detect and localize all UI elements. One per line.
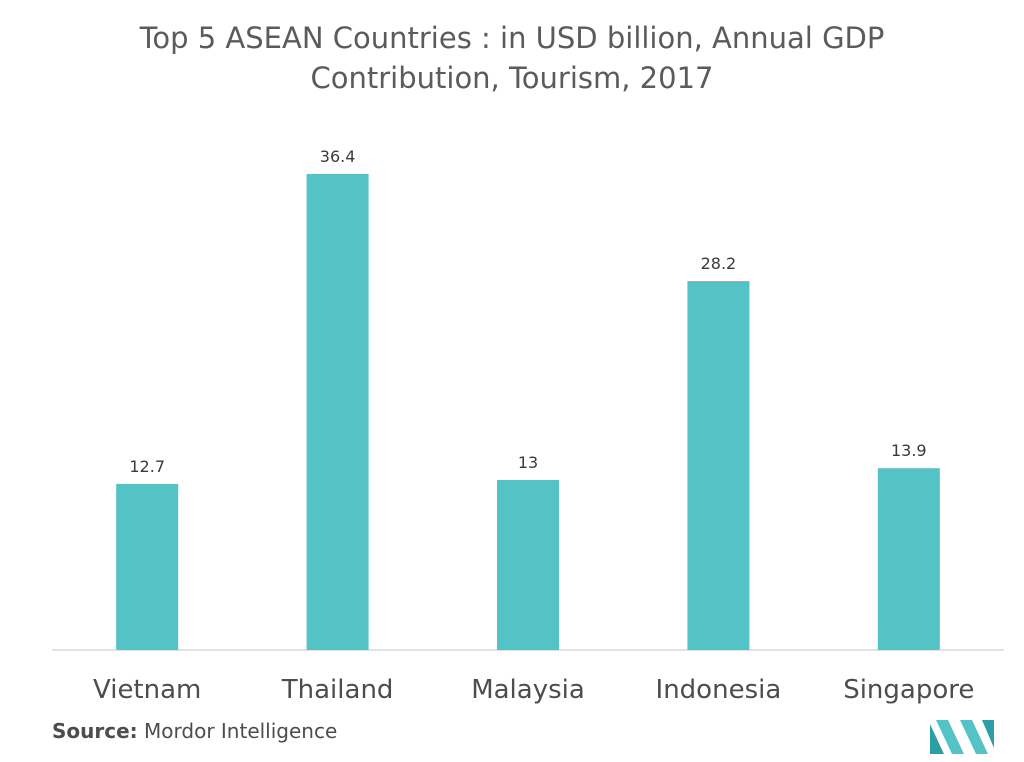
value-label-thailand: 36.4 (320, 147, 356, 166)
category-label-vietnam: Vietnam (93, 675, 201, 705)
source-line: Source: Mordor Intelligence (52, 719, 337, 743)
bar-malaysia (497, 480, 559, 650)
value-labels-group: 12.7 36.4 13 28.2 13.9 (129, 147, 926, 476)
bars-group (116, 173, 940, 650)
value-label-singapore: 13.9 (891, 441, 927, 460)
source-text: Mordor Intelligence (144, 719, 338, 743)
bar-vietnam (116, 483, 179, 650)
category-label-indonesia: Indonesia (656, 675, 782, 705)
category-label-malaysia: Malaysia (471, 675, 585, 705)
brand-logo-icon (930, 720, 994, 754)
category-labels-group: Vietnam Thailand Malaysia Indonesia Singapor… (93, 675, 974, 705)
value-label-indonesia: 28.2 (701, 254, 737, 273)
bar-thailand (306, 173, 369, 650)
chart-title: Top 5 ASEAN Countries : in USD billion, … (139, 21, 885, 95)
bar-indonesia (687, 281, 750, 650)
value-label-malaysia: 13 (518, 453, 538, 472)
category-label-thailand: Thailand (281, 675, 394, 705)
bar-singapore (877, 468, 940, 650)
category-label-singapore: Singapore (843, 675, 974, 705)
source-label: Source: (52, 719, 138, 743)
value-label-vietnam: 12.7 (129, 457, 165, 476)
